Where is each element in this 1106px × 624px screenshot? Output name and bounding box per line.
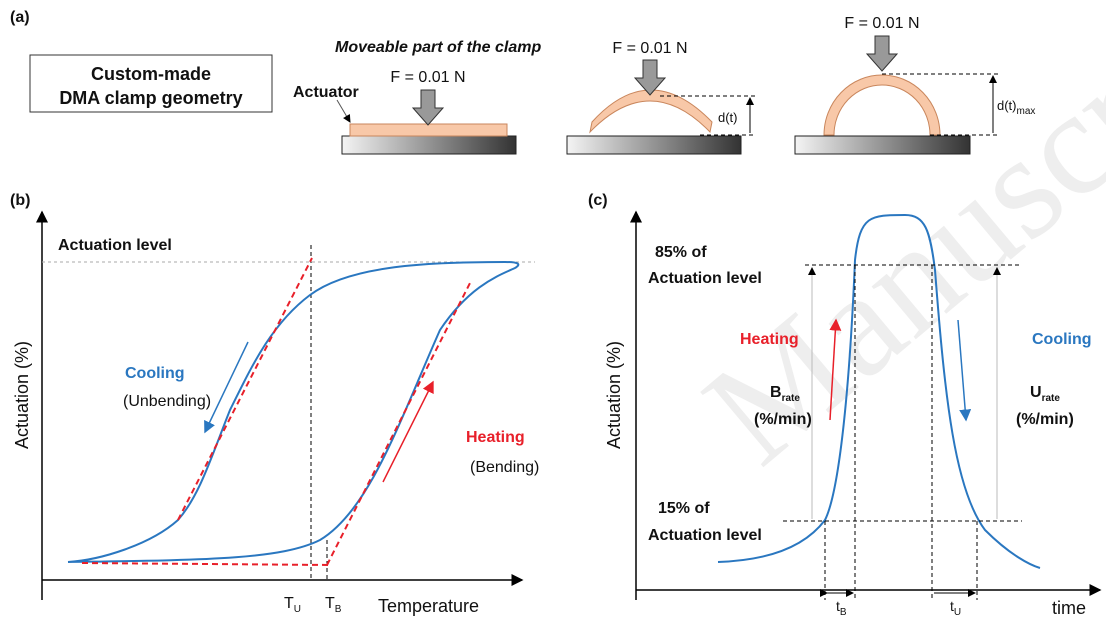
force-arrow [411,89,445,126]
text: d(t) [997,98,1017,113]
moveable-label: Moveable part of the clamp [335,39,541,56]
panel-label: (c) [588,192,608,209]
force-arrow [633,59,667,96]
text: t [950,598,954,614]
actuator-label: Actuator [293,84,359,101]
rate-unit: (%/min) [1016,411,1074,428]
x-axis-title: Temperature [378,596,479,616]
interval-label: tB [836,598,847,618]
heating-label: Heating [740,331,799,348]
y-axis-title: Actuation (%) [604,341,624,449]
interval-label: tU [950,598,961,618]
subscript: B [840,607,847,618]
text: t [836,598,840,614]
heating-note: (Bending) [470,459,539,476]
tangent [177,257,313,521]
upper-label: 85% of [655,244,707,261]
panel-label: (b) [10,192,30,209]
pointer [336,99,351,123]
box-title: DMA clamp geometry [59,88,242,108]
tangent [326,282,471,566]
text: T [284,595,294,612]
base-plate [341,135,517,155]
tangent [81,562,331,566]
direction-arrow [382,380,434,483]
y-axis-title: Actuation (%) [12,341,32,449]
base-plate [566,135,742,155]
level-label: Actuation level [58,237,172,254]
text: B [770,384,782,401]
tick-label: TU [284,595,301,615]
lower-label: Actuation level [648,527,762,544]
text: U [1030,384,1042,401]
upper-label: Actuation level [648,270,762,287]
subscript: rate [1042,393,1061,404]
force-label: F = 0.01 N [612,40,687,57]
lower-label: 15% of [658,500,710,517]
subscript: max [1017,106,1036,117]
direction-arrow [829,318,842,421]
heating-label: Heating [466,429,525,446]
subscript: U [294,604,301,615]
box-title: Custom-made [91,64,211,84]
panel-label: (a) [10,9,30,26]
tick-label: TB [325,595,342,615]
actuator-strip [589,89,713,134]
hysteresis-curve [67,260,520,563]
rate-label: Urate [1030,384,1060,404]
rate-unit: (%/min) [754,411,812,428]
displacement-label: d(t) [718,110,738,125]
rate-label: Brate [770,384,800,404]
cooling-label: Cooling [1032,331,1092,348]
actuator-strip [349,123,508,137]
direction-arrow [204,341,249,434]
max-displacement-label: d(t)max [997,98,1035,117]
subscript: rate [782,393,801,404]
force-label: F = 0.01 N [844,15,919,32]
force-arrow [865,35,899,72]
title-box [29,54,273,113]
text: T [325,595,335,612]
actuator-strip [823,74,941,136]
subscript: U [954,607,961,618]
actuation-curve [717,213,1041,569]
cooling-note: (Unbending) [123,393,211,410]
subscript: B [335,604,342,615]
force-label: F = 0.01 N [390,69,465,86]
base-plate [794,135,971,155]
x-axis-title: time [1052,598,1086,618]
cooling-label: Cooling [125,365,185,382]
direction-arrow [957,319,972,422]
